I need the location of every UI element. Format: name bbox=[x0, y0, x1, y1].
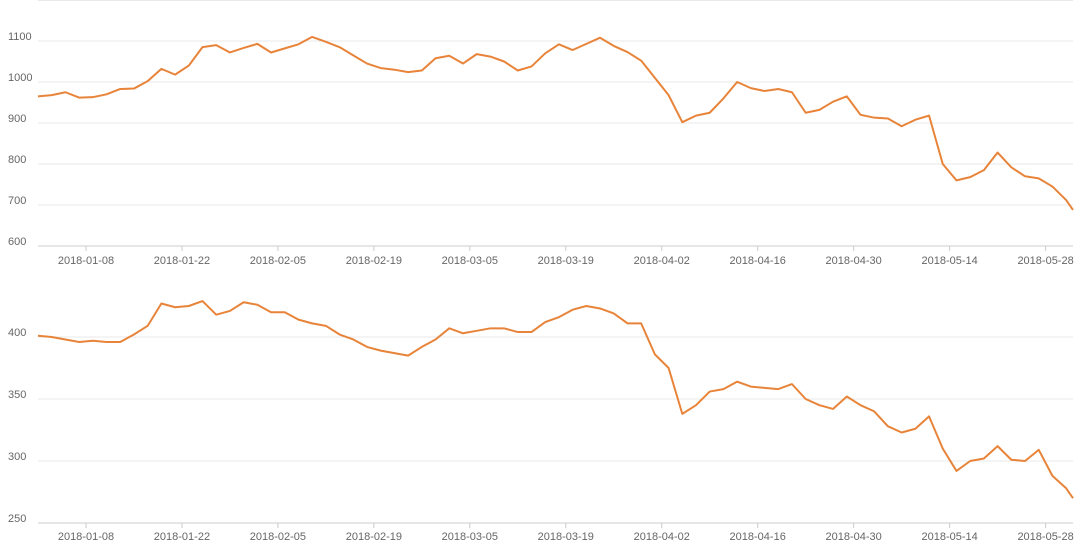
y-tick-label: 300 bbox=[8, 451, 26, 463]
x-tick-label: 2018-03-19 bbox=[538, 255, 594, 267]
y-tick-label: 350 bbox=[8, 389, 26, 401]
y-tick-label: 1100 bbox=[8, 31, 32, 43]
y-tick-label: 700 bbox=[8, 195, 26, 207]
x-tick-label: 2018-04-02 bbox=[634, 255, 690, 267]
x-tick-label: 2018-02-05 bbox=[250, 531, 306, 543]
x-tick-label: 2018-04-16 bbox=[730, 531, 786, 543]
x-tick-label: 2018-03-19 bbox=[538, 531, 594, 543]
y-tick-label: 800 bbox=[8, 154, 26, 166]
y-tick-label: 900 bbox=[8, 113, 26, 125]
x-tick-label: 2018-05-28 bbox=[1017, 531, 1073, 543]
data-line bbox=[37, 300, 1074, 499]
x-tick-label: 2018-04-30 bbox=[826, 255, 882, 267]
x-tick-label: 2018-01-08 bbox=[58, 255, 114, 267]
x-tick-label: 2018-03-05 bbox=[442, 255, 498, 267]
y-tick-label: 1000 bbox=[8, 72, 32, 84]
y-tick-label: 400 bbox=[8, 327, 26, 339]
x-tick-label: 2018-02-05 bbox=[250, 255, 306, 267]
data-line bbox=[37, 35, 1074, 211]
x-tick-label: 2018-05-14 bbox=[921, 255, 977, 267]
x-tick-label: 2018-04-16 bbox=[730, 255, 786, 267]
y-tick-label: 600 bbox=[8, 236, 26, 248]
x-tick-label: 2018-04-02 bbox=[634, 531, 690, 543]
x-tick-label: 2018-01-08 bbox=[58, 531, 114, 543]
x-tick-label: 2018-01-22 bbox=[154, 255, 210, 267]
x-tick-label: 2018-02-19 bbox=[346, 255, 402, 267]
x-tick-label: 2018-05-14 bbox=[921, 531, 977, 543]
x-tick-label: 2018-03-05 bbox=[442, 531, 498, 543]
x-tick-label: 2018-01-22 bbox=[154, 531, 210, 543]
x-tick-label: 2018-02-19 bbox=[346, 531, 402, 543]
x-tick-label: 2018-04-30 bbox=[826, 531, 882, 543]
x-tick-label: 2018-05-28 bbox=[1017, 255, 1073, 267]
y-tick-label: 250 bbox=[8, 513, 26, 525]
